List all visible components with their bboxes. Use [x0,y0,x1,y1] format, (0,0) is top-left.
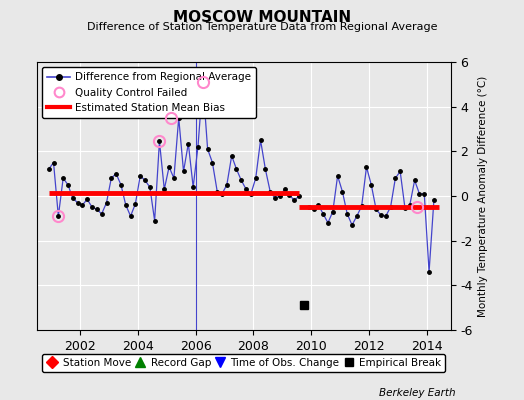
Text: Difference of Station Temperature Data from Regional Average: Difference of Station Temperature Data f… [87,22,437,32]
Text: Berkeley Earth: Berkeley Earth [379,388,456,398]
Text: MOSCOW MOUNTAIN: MOSCOW MOUNTAIN [173,10,351,25]
Legend: Station Move, Record Gap, Time of Obs. Change, Empirical Break: Station Move, Record Gap, Time of Obs. C… [42,354,445,372]
Y-axis label: Monthly Temperature Anomaly Difference (°C): Monthly Temperature Anomaly Difference (… [478,75,488,317]
